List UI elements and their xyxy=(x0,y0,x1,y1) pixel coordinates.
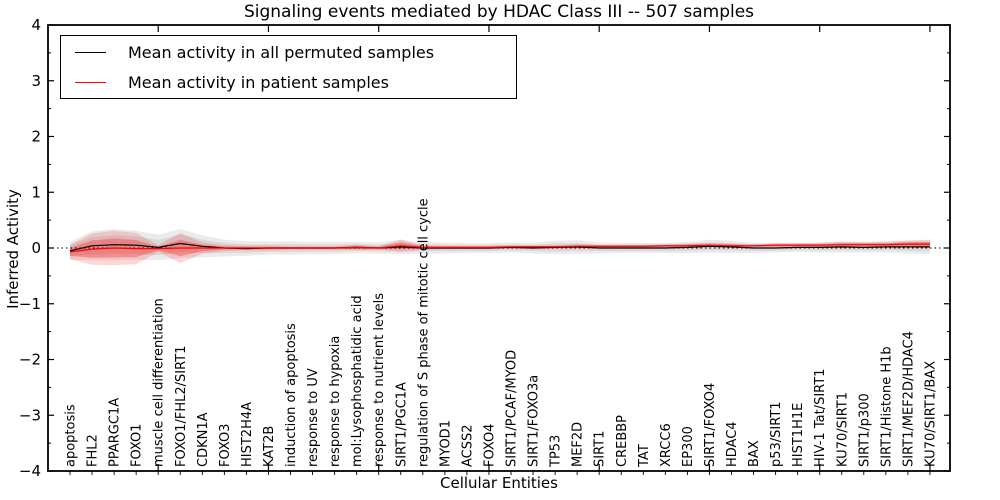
chart-title: Signaling events mediated by HDAC Class … xyxy=(243,2,755,22)
x-tick-label: HIST2H4A xyxy=(240,402,255,467)
x-tick-label: HIST1H1E xyxy=(791,403,806,467)
y-tick-label: 1 xyxy=(31,183,41,201)
legend: Mean activity in all permuted samples Me… xyxy=(60,35,517,99)
x-tick-label: induction of apoptosis xyxy=(284,323,299,467)
x-tick-label: p53/SIRT1 xyxy=(769,401,784,467)
y-tick-label: −1 xyxy=(19,295,41,313)
x-tick-label: KAT2B xyxy=(262,426,277,467)
legend-label: Mean activity in patient samples xyxy=(128,72,389,92)
permuted-line-swatch-icon xyxy=(75,51,106,53)
x-tick-label: mol:Lysophosphatidic acid xyxy=(350,295,365,467)
x-tick-label: MEF2D xyxy=(571,422,586,467)
x-tick-label: SIRT1/PGC1A xyxy=(394,382,409,467)
x-tick-label: SIRT1/PCAF/MYOD xyxy=(505,350,520,467)
y-tick-label: −3 xyxy=(19,406,41,424)
x-tick-label: KU70/SIRT1/BAX xyxy=(923,361,938,467)
x-tick-label: CREBBP xyxy=(615,415,630,467)
x-tick-label: TP53 xyxy=(549,435,564,468)
x-tick-label: ACSS2 xyxy=(460,424,475,467)
patient-mean-line xyxy=(69,243,930,253)
x-tick-label: PPARGC1A xyxy=(108,398,123,467)
y-tick-label: 3 xyxy=(31,72,41,90)
x-axis-label: Cellular Entities xyxy=(440,474,558,492)
x-tick-label: response to UV xyxy=(306,368,321,467)
legend-label: Mean activity in all permuted samples xyxy=(128,42,435,62)
x-tick-label: SIRT1/p300 xyxy=(857,393,872,467)
x-axis-ticks xyxy=(69,25,931,475)
x-tick-label: TAT xyxy=(637,444,652,468)
y-tick-label: −4 xyxy=(19,462,41,480)
x-tick-label: apoptosis xyxy=(64,404,79,467)
x-tick-label: FOXO1 xyxy=(130,424,145,467)
legend-item-patient: Mean activity in patient samples xyxy=(61,68,516,96)
x-tick-label: KU70/SIRT1 xyxy=(835,392,850,467)
y-tick-label: 0 xyxy=(31,239,41,257)
x-tick-label: FOXO3 xyxy=(218,424,233,467)
legend-item-permuted: Mean activity in all permuted samples xyxy=(61,38,516,66)
x-tick-label: HIV-1 Tat/SIRT1 xyxy=(813,369,828,467)
x-tick-label: SIRT1/MEF2D/HDAC4 xyxy=(901,331,916,467)
x-tick-label: regulation of S phase of mitotic cell cy… xyxy=(416,198,431,467)
y-axis-ticks: −4 −3 −2 −1 0 1 2 3 4 xyxy=(19,16,950,480)
x-tick-label: SIRT1/FOXO3a xyxy=(527,375,542,467)
x-tick-label: FHL2 xyxy=(86,434,101,467)
x-tick-label: FOXO4 xyxy=(482,424,497,467)
x-tick-label: XRCC6 xyxy=(659,423,674,467)
y-tick-label: 2 xyxy=(31,128,41,146)
x-tick-label: CDKN1A xyxy=(196,412,211,467)
x-tick-label: SIRT1/Histone H1b xyxy=(879,346,894,467)
x-tick-label: response to nutrient levels xyxy=(372,293,387,467)
x-tick-label: BAX xyxy=(747,440,762,467)
x-tick-label: MYOD1 xyxy=(438,420,453,467)
x-tick-label: EP300 xyxy=(681,426,696,467)
y-tick-label: 4 xyxy=(31,16,41,34)
x-tick-label: FOXO1/FHL2/SIRT1 xyxy=(174,346,189,467)
x-tick-label: SIRT1 xyxy=(593,431,608,467)
y-tick-label: −2 xyxy=(19,351,41,369)
patient-line-swatch-icon xyxy=(75,81,106,83)
x-tick-label: response to hypoxia xyxy=(328,336,343,467)
x-tick-label: muscle cell differentiation xyxy=(152,298,167,467)
x-tick-label: SIRT1/FOXO4 xyxy=(703,383,718,467)
y-axis-label: Inferred Activity xyxy=(4,189,22,309)
permuted-band xyxy=(70,229,930,261)
x-tick-labels: apoptosis FHL2 PPARGC1A FOXO1 muscle cell di… xyxy=(64,198,939,468)
x-tick-label: HDAC4 xyxy=(725,421,740,467)
